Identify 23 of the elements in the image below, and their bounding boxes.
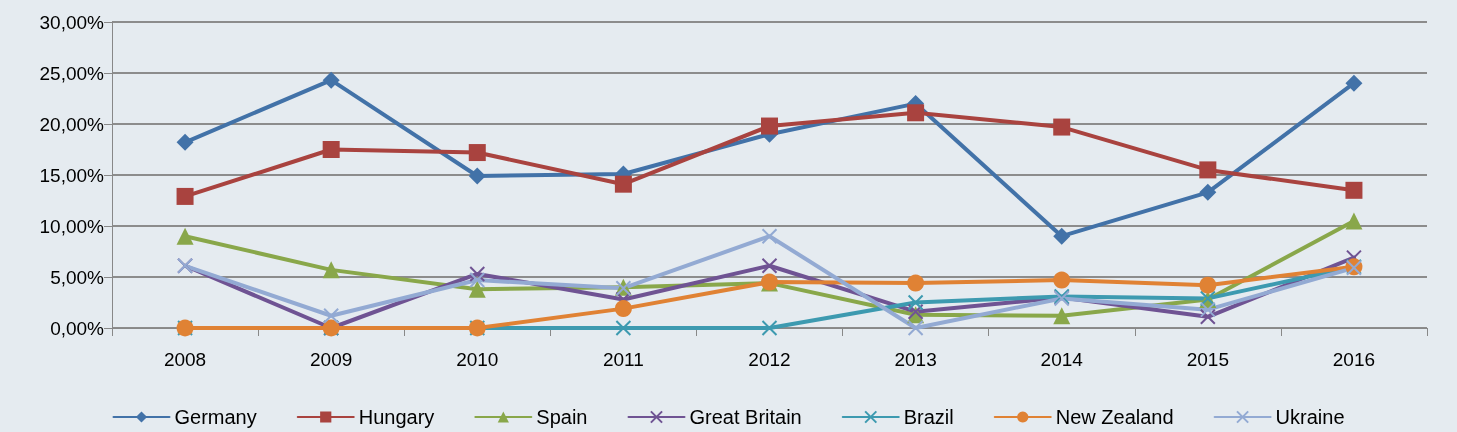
y-tick-label: 30,00% — [39, 11, 105, 33]
x-tick-label: 2008 — [163, 349, 207, 370]
y-tick-label: 10,00% — [39, 215, 105, 237]
y-tick-label: 20,00% — [39, 113, 105, 135]
x-tick-label: 2014 — [1040, 349, 1084, 370]
x-tick-label: 2009 — [310, 349, 353, 370]
x-tick-label: 2013 — [894, 349, 937, 370]
x-tick-label: 2011 — [602, 349, 644, 370]
x-tick-label: 2010 — [456, 349, 499, 370]
legend-label: Great Britain — [689, 406, 802, 428]
y-tick-label: 15,00% — [39, 164, 105, 186]
legend-label: Spain — [536, 406, 588, 428]
y-tick-label: 0,00% — [50, 317, 105, 339]
x-tick-label: 2012 — [748, 349, 791, 370]
legend-label: Hungary — [358, 406, 435, 428]
legend-label: Brazil — [903, 406, 954, 428]
y-tick-label: 5,00% — [50, 266, 105, 288]
x-tick-label: 2016 — [1332, 349, 1376, 370]
legend-label: New Zealand — [1055, 406, 1174, 428]
legend-label: Germany — [174, 406, 257, 428]
x-tick-label: 2015 — [1186, 349, 1229, 370]
legend-label: Ukraine — [1275, 406, 1345, 428]
y-tick-label: 25,00% — [39, 62, 105, 84]
